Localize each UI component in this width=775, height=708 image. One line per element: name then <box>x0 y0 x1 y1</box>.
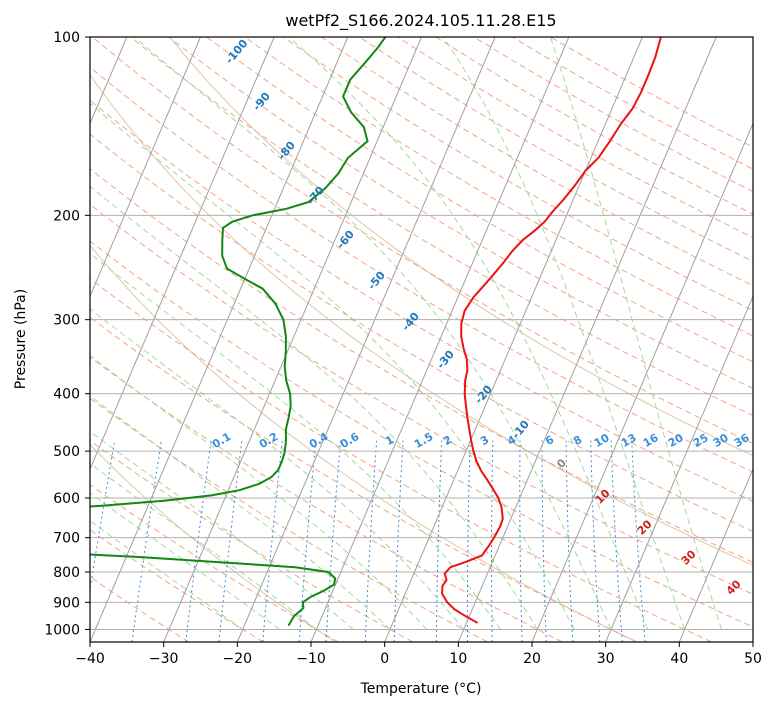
mixing-ratio-line <box>631 440 646 642</box>
x-axis-title: Temperature (°C) <box>360 681 482 697</box>
chart-title: wetPf2_S166.2024.105.11.28.E15 <box>285 11 556 31</box>
dry-adiabat-line <box>91 37 753 445</box>
plot-data <box>90 37 662 627</box>
dry-adiabat-line <box>90 99 753 502</box>
x-tick-label: −20 <box>223 651 253 667</box>
moist-adiabat-line <box>90 462 317 630</box>
y-tick-label: 200 <box>53 208 80 224</box>
mixing-ratio-line <box>565 440 574 642</box>
mixing-ratio-line <box>298 440 317 642</box>
isotherm-line <box>90 37 201 298</box>
dry-adiabat-line <box>282 37 753 312</box>
x-tick-label: 50 <box>744 651 762 667</box>
mixing-ratio-line <box>218 440 243 642</box>
plot-background-lines <box>90 37 753 642</box>
moist-adiabat-line <box>288 37 649 630</box>
moist-adiabat-line <box>90 308 465 630</box>
background-curve <box>169 37 753 457</box>
background-curve <box>90 73 753 566</box>
moist-adiabat-line <box>134 37 612 630</box>
mixing-ratio-line <box>393 440 404 642</box>
dewpoint-profile-line <box>90 37 387 627</box>
mixing-ratio-line <box>90 440 116 593</box>
moist-adiabat-line <box>90 252 501 630</box>
x-tick-label: −30 <box>149 651 179 667</box>
y-axis-title: Pressure (hPa) <box>13 289 29 389</box>
background-curve <box>90 443 336 642</box>
moist-adiabat-line <box>90 395 391 630</box>
mixing-ratio-line <box>491 440 494 642</box>
y-tick-label: 100 <box>53 30 80 46</box>
y-tick-label: 400 <box>53 387 80 403</box>
background-curve <box>90 244 637 642</box>
x-tick-label: 40 <box>670 651 688 667</box>
dry-adiabat-line <box>90 278 712 642</box>
dry-adiabat-line <box>90 133 753 533</box>
isotherm-line <box>163 37 422 642</box>
moist-adiabat-line <box>90 354 428 630</box>
isotherm-line <box>605 295 753 642</box>
moist-adiabat-line <box>90 102 575 630</box>
isotherm-line <box>90 37 349 642</box>
y-tick-label: 1000 <box>44 622 80 638</box>
moist-adiabat-line <box>550 37 722 630</box>
isotherm-line <box>90 37 275 471</box>
isotherm-line <box>531 122 753 642</box>
moist-adiabat-line <box>90 492 280 630</box>
mixing-ratio-line <box>610 440 623 642</box>
y-tick-label: 300 <box>53 313 80 329</box>
moist-adiabat-line <box>90 185 538 630</box>
mixing-ratio-line <box>364 440 378 642</box>
y-tick-label: 900 <box>53 595 80 611</box>
x-tick-label: 30 <box>597 651 615 667</box>
mixing-ratio-line <box>325 440 342 642</box>
dry-adiabat-line <box>90 529 264 642</box>
x-tick-label: −10 <box>296 651 326 667</box>
plot-frame <box>89 36 754 643</box>
moist-adiabat-line <box>90 520 243 630</box>
moist-adiabat-line <box>90 430 354 630</box>
y-tick-label: 700 <box>53 531 80 547</box>
x-tick-label: −40 <box>75 651 105 667</box>
moist-adiabat-line <box>442 37 686 630</box>
mixing-ratio-line <box>131 440 162 642</box>
dry-adiabat-line <box>244 37 753 337</box>
y-tick-label: 600 <box>53 491 80 507</box>
y-tick-label: 500 <box>53 444 80 460</box>
dry-adiabat-line <box>90 203 753 595</box>
isotherm-line <box>384 37 643 642</box>
dry-adiabat-line <box>168 37 753 389</box>
x-tick-label: 0 <box>380 651 389 667</box>
dry-adiabat-line <box>90 316 638 642</box>
mixing-ratio-line <box>541 440 547 642</box>
x-tick-label: 20 <box>523 651 541 667</box>
mixing-ratio-line <box>185 440 212 642</box>
mixing-ratio-line <box>435 440 443 642</box>
mixing-ratio-line <box>590 440 601 642</box>
dry-adiabat-line <box>90 356 563 642</box>
temperature-profile-line <box>441 37 662 624</box>
isotherm-line <box>310 37 570 642</box>
x-axis-ticks: −40 −30 −20 −10 0 10 20 30 40 50 <box>75 642 762 667</box>
isotherm-line <box>457 37 717 642</box>
dry-adiabat-line <box>90 240 753 628</box>
mixing-ratio-line <box>262 440 283 642</box>
isotherm-line <box>678 467 753 642</box>
mixing-ratio-line <box>519 440 523 642</box>
dry-adiabat-line <box>90 483 339 642</box>
x-tick-label: 10 <box>449 651 467 667</box>
y-axis-ticks: 100 200 300 400 500 600 700 800 900 1000 <box>44 30 90 638</box>
y-tick-label: 800 <box>53 565 80 581</box>
isotherm-line <box>236 37 496 642</box>
